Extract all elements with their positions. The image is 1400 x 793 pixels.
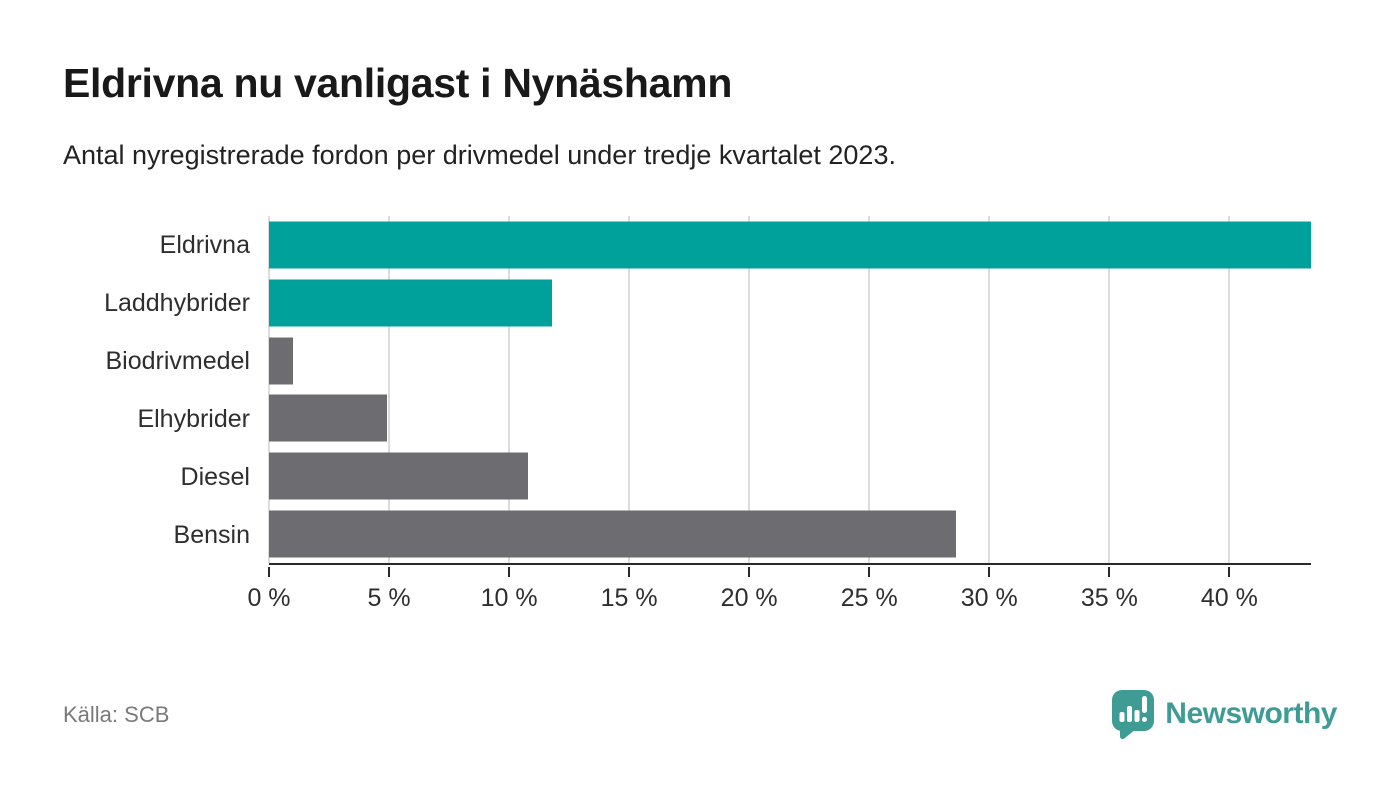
gridline xyxy=(988,216,991,563)
bar-eldrivna xyxy=(269,221,1311,269)
newsworthy-logo: Newsworthy xyxy=(1111,689,1337,739)
gridline xyxy=(268,216,270,563)
bar-laddhybrider xyxy=(269,279,553,327)
bar-diesel xyxy=(269,452,529,500)
gridline xyxy=(508,216,511,563)
category-label: Eldrivna xyxy=(159,230,250,259)
source-label: Källa: SCB xyxy=(63,702,170,727)
axis-tick xyxy=(508,567,511,577)
newsworthy-logo-text: Newsworthy xyxy=(1165,697,1337,730)
bar-band xyxy=(269,389,1311,447)
gridline xyxy=(628,216,631,563)
axis-tick xyxy=(388,567,391,577)
axis-tick xyxy=(748,567,751,577)
axis-tick xyxy=(1228,567,1231,577)
axis-tick-label: 25 % xyxy=(840,584,898,612)
x-axis: 0 % 5 % 10 % 15 % 20 % 25 % 30 % 35 % 40 % xyxy=(247,567,1311,627)
bar-elhybrider xyxy=(269,394,387,442)
bars xyxy=(269,216,1311,563)
axis-tick-label: 20 % xyxy=(720,584,778,612)
axis-tick xyxy=(1108,567,1111,577)
bar-band xyxy=(269,274,1311,332)
axis-tick xyxy=(628,567,631,577)
newsworthy-logo-icon xyxy=(1112,690,1155,739)
bar-biodrivmedel xyxy=(269,337,293,385)
category-label: Laddhybrider xyxy=(104,288,250,317)
category-label: Elhybrider xyxy=(137,405,250,434)
axis-tick xyxy=(988,567,991,577)
bar-band xyxy=(269,332,1311,390)
axis-tick-label: 10 % xyxy=(480,584,538,612)
bar-band xyxy=(269,505,1311,563)
bar-band xyxy=(269,216,1311,274)
gridline xyxy=(868,216,871,563)
axis-tick xyxy=(268,567,270,577)
bar-bensin xyxy=(269,510,956,558)
gridlines xyxy=(268,216,1311,563)
category-label: Diesel xyxy=(180,463,250,492)
axis-tick-label: 15 % xyxy=(600,584,658,612)
axis-tick-label: 0 % xyxy=(247,584,291,612)
gridline xyxy=(388,216,391,563)
plot-area xyxy=(268,216,1311,565)
gridline xyxy=(1228,216,1231,563)
category-label: Biodrivmedel xyxy=(105,346,250,375)
axis-tick-label: 35 % xyxy=(1080,584,1138,612)
gridline xyxy=(748,216,751,563)
axis-tick-label: 30 % xyxy=(960,584,1018,612)
axis-tick-label: 5 % xyxy=(367,584,411,612)
bar-band xyxy=(269,447,1311,505)
axis-tick-label: 40 % xyxy=(1200,584,1258,612)
category-label: Bensin xyxy=(173,521,250,550)
gridline xyxy=(1108,216,1111,563)
page-title: Eldrivna nu vanligast i Nynäshamn xyxy=(63,60,733,106)
chart-subtitle: Antal nyregistrerade fordon per drivmede… xyxy=(63,140,896,170)
category-labels: Eldrivna Laddhybrider Biodrivmedel Elhybrid… xyxy=(0,216,250,565)
axis-tick xyxy=(868,567,871,577)
